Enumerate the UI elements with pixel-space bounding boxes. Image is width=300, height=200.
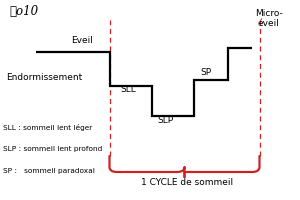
Text: SP :   sommeil paradoxal: SP : sommeil paradoxal bbox=[3, 168, 95, 174]
Text: SLL : sommeil lent léger: SLL : sommeil lent léger bbox=[3, 124, 92, 131]
Text: SLP : sommeil lent profond: SLP : sommeil lent profond bbox=[3, 146, 102, 152]
Text: 1 CYCLE de sommeil: 1 CYCLE de sommeil bbox=[141, 178, 234, 187]
Text: Endormissement: Endormissement bbox=[6, 72, 82, 82]
Text: SLP: SLP bbox=[158, 116, 174, 125]
Text: SP: SP bbox=[200, 68, 211, 77]
Text: Eveil: Eveil bbox=[72, 36, 93, 45]
Text: SLL: SLL bbox=[120, 85, 136, 94]
Text: ℕo10: ℕo10 bbox=[9, 5, 38, 18]
Text: Micro-
éveil: Micro- éveil bbox=[255, 9, 282, 28]
